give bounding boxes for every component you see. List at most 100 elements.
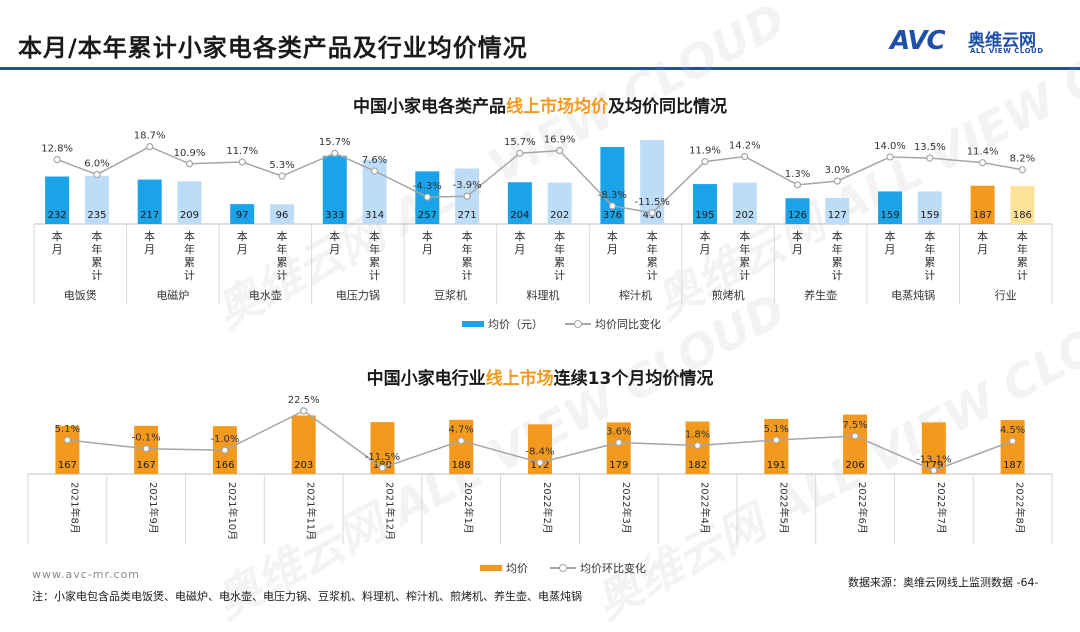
sub-category-label: 年 — [91, 242, 102, 256]
mom-value-label: -11.5% — [365, 452, 400, 463]
bar-value-label: 127 — [828, 210, 847, 221]
chart2-title-part: 连续13个月均价情况 — [553, 369, 714, 389]
yoy-value-label: 11.9% — [689, 146, 721, 157]
mom-marker — [851, 432, 859, 440]
legend-bar-label: 均价（元） — [488, 318, 543, 331]
category-label: 电饭煲 — [64, 289, 97, 302]
category-label: 养生壶 — [804, 288, 837, 302]
sub-category-label: 本 — [144, 229, 155, 243]
bar — [84, 175, 109, 224]
bar — [291, 415, 316, 474]
yoy-value-label: 11.4% — [967, 147, 999, 158]
yoy-value-label: 15.7% — [504, 137, 536, 148]
bar-value-label: 271 — [458, 210, 477, 221]
sub-category-label: 本 — [369, 229, 380, 243]
bar-value-label: 179 — [924, 460, 943, 471]
footnote: 注：小家电包含品类电饭煲、电磁炉、电水壶、电压力锅、豆浆机、料理机、榨汁机、煎烤… — [32, 590, 582, 603]
bar — [547, 182, 572, 224]
bar-value-label: 204 — [510, 210, 529, 221]
chart1-title-part: 中国小家电各类产品 — [353, 97, 506, 117]
bar — [764, 418, 789, 474]
yoy-value-label: 6.0% — [84, 159, 109, 170]
sub-category-label: 本 — [514, 229, 525, 243]
bar — [55, 425, 80, 474]
category-label: 电蒸炖锅 — [891, 289, 935, 302]
yoy-marker — [978, 159, 987, 167]
bar — [137, 179, 162, 224]
sub-category-label: 年 — [924, 242, 935, 256]
sub-category-label: 本 — [237, 229, 248, 243]
data-source: 数据来源：奥维云网线上监测数据 -64- — [848, 576, 1039, 589]
bar — [878, 191, 903, 224]
month-label: 2022年7月 — [935, 482, 948, 534]
sub-category-label: 本 — [277, 229, 288, 243]
sub-category-label: 计 — [832, 269, 843, 282]
sub-category-label: 累 — [1017, 256, 1028, 269]
month-label: 2022年1月 — [462, 482, 475, 534]
title-divider — [0, 67, 1080, 70]
bar-value-label: 235 — [87, 210, 106, 221]
site-url: www.avc-mr.com — [32, 568, 140, 581]
sub-category-label: 年 — [1017, 242, 1028, 256]
yoy-line — [56, 145, 1023, 214]
bar-value-label: 206 — [846, 460, 865, 471]
sub-category-label: 年 — [184, 242, 195, 256]
logo-en: ALL VIEW CLOUD — [970, 47, 1044, 55]
page-title: 本月/本年累计小家电各类产品及行业均价情况 — [18, 34, 528, 62]
sub-category-label: 本 — [792, 229, 803, 243]
bar — [785, 198, 810, 224]
bar — [45, 176, 70, 224]
yoy-value-label: 8.2% — [1010, 154, 1035, 165]
yoy-value-label: 3.0% — [825, 165, 850, 176]
chart2-title-part: 中国小家电行业 — [366, 369, 486, 389]
sub-category-label: 月 — [977, 243, 988, 256]
sub-category-label: 计 — [554, 269, 565, 282]
sub-category-label: 计 — [647, 269, 658, 282]
month-label: 2022年3月 — [620, 482, 633, 534]
yoy-marker — [331, 149, 339, 157]
mom-value-label: -0.1% — [132, 433, 161, 444]
yoy-marker — [648, 209, 656, 217]
bar — [692, 184, 717, 224]
yoy-marker — [53, 155, 61, 164]
bar-value-label: 166 — [215, 460, 234, 471]
bar — [1000, 420, 1025, 474]
legend-line-label: 均价环比变化 — [580, 562, 646, 575]
mom-marker — [1009, 437, 1017, 445]
bar-value-label: 188 — [452, 460, 471, 471]
bar-value-label: 96 — [276, 210, 289, 221]
category-label: 电磁炉 — [156, 289, 189, 302]
sub-category-label: 本 — [885, 229, 896, 243]
bar-value-label: 203 — [294, 460, 313, 471]
bar-value-label: 159 — [880, 210, 899, 221]
mom-marker — [378, 464, 387, 472]
sub-category-label: 本 — [924, 229, 935, 243]
mom-marker — [693, 441, 702, 450]
mom-value-label: 4.7% — [449, 425, 474, 436]
mom-value-label: 22.5% — [288, 395, 320, 406]
bar — [322, 155, 347, 224]
bar — [230, 204, 255, 224]
bar — [507, 182, 532, 224]
yoy-value-label: 14.0% — [874, 141, 906, 152]
yoy-marker — [370, 167, 379, 175]
month-label: 2022年5月 — [777, 482, 790, 534]
yoy-value-label: 18.7% — [134, 131, 166, 142]
mom-marker — [63, 436, 71, 444]
yoy-marker — [793, 181, 802, 189]
logo-cn: 奥维云网 — [968, 31, 1036, 51]
bar-value-label: 167 — [58, 460, 77, 471]
bar-value-label: 376 — [603, 210, 622, 221]
legend-line-label: 均价同比变化 — [595, 318, 661, 331]
yoy-value-label: 7.6% — [362, 155, 387, 166]
bar-value-label: 191 — [767, 460, 786, 471]
bar-value-label: 126 — [788, 210, 807, 221]
legend-line-swatch — [550, 563, 576, 573]
legend-bar-swatch — [462, 321, 484, 327]
sub-category-label: 年 — [277, 242, 288, 256]
category-label: 煎烤机 — [712, 288, 745, 302]
sub-category-label: 本 — [699, 229, 710, 243]
mom-value-label: 4.5% — [1000, 425, 1025, 436]
yoy-value-label: 16.9% — [544, 135, 576, 146]
bar — [1010, 185, 1035, 224]
